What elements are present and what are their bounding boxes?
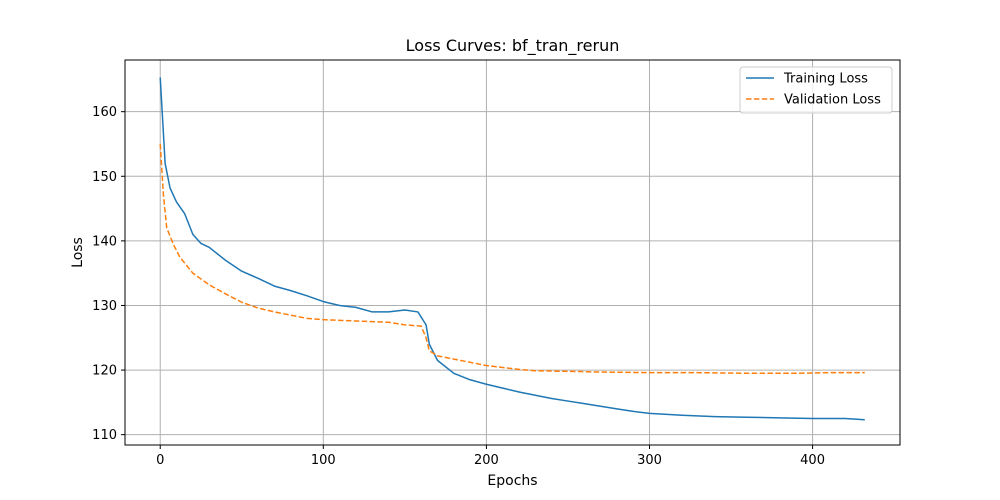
- legend: Training Loss Validation Loss: [739, 66, 893, 114]
- plot-frame: [124, 59, 901, 446]
- x-tick-label: 400: [800, 453, 825, 468]
- x-tick-label: 0: [156, 453, 164, 468]
- series-line-validation-loss: [159, 143, 865, 375]
- x-tick-label: 300: [637, 453, 662, 468]
- x-axis-label: Epochs: [487, 473, 537, 489]
- y-tick-label: 120: [92, 364, 117, 379]
- series-layer: [159, 77, 865, 421]
- legend-box: [739, 66, 893, 114]
- y-tick-label: 140: [92, 234, 117, 249]
- x-tick-label: 200: [474, 453, 499, 468]
- legend-label: Validation Loss: [784, 93, 881, 108]
- legend-label: Training Loss: [783, 72, 868, 87]
- axis-ticks: 0 100 200 300 400 110 120 130 140 150 160: [92, 105, 825, 468]
- x-tick-label: 100: [311, 453, 336, 468]
- y-tick-label: 110: [92, 428, 117, 443]
- y-tick-label: 130: [92, 299, 117, 314]
- series-line-training-loss: [159, 77, 865, 421]
- y-tick-label: 160: [92, 105, 117, 120]
- y-axis-label: Loss: [70, 237, 86, 268]
- y-tick-label: 150: [92, 170, 117, 185]
- chart-title: Loss Curves: bf_tran_rerun: [406, 36, 620, 56]
